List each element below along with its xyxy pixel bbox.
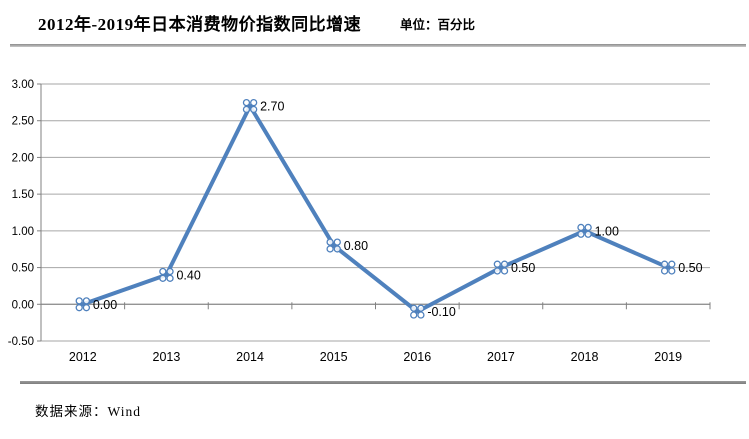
unit-label: 单位：百分比 — [400, 18, 476, 32]
x-tick-label: 2012 — [69, 350, 97, 364]
data-point-marker — [75, 297, 91, 312]
marker-circle — [75, 297, 83, 305]
marker-circle — [333, 245, 341, 253]
y-tick-label: 2.50 — [12, 116, 34, 128]
x-axis — [40, 302, 711, 310]
chart-header: 2012年-2019年日本消费物价指数同比增速 单位：百分比 — [0, 0, 749, 46]
data-point-markers — [75, 98, 676, 319]
x-axis-labels: 2012 2013 2014 2015 2016 2017 2018 2019 — [69, 350, 682, 364]
marker-circle — [75, 304, 83, 312]
marker-circle — [82, 297, 91, 305]
marker-circle — [417, 311, 425, 319]
data-line — [80, 104, 671, 314]
marker-circle — [417, 304, 425, 312]
marker-circle — [584, 230, 592, 238]
marker-circle — [159, 267, 167, 276]
x-tick-label: 2016 — [403, 350, 431, 364]
marker-circle — [242, 98, 251, 107]
marker-circle — [584, 223, 592, 232]
footer-divider-line — [20, 381, 746, 384]
marker-circle — [577, 223, 585, 232]
x-tick-label: 2014 — [236, 350, 264, 364]
marker-circle — [500, 267, 509, 275]
x-tick-label: 2015 — [320, 350, 348, 364]
data-labels: 0.00 0.40 2.70 0.80 -0.10 0.50 1.00 0.50 — [93, 100, 703, 320]
marker-circle — [250, 105, 258, 114]
data-point-marker — [660, 260, 676, 275]
data-point-marker — [410, 304, 425, 319]
x-tick-label: 2013 — [153, 350, 181, 364]
marker-circle — [242, 105, 251, 114]
marker-circle — [166, 267, 174, 276]
data-point-marker — [493, 260, 509, 275]
header-divider-line — [10, 44, 746, 47]
x-tick-label: 2019 — [654, 350, 682, 364]
chart-area: 3.00 2.50 2.00 1.50 1.00 0.50 0.00 -0.50 2012 201… — [0, 60, 749, 380]
gridlines — [37, 83, 710, 342]
marker-circle — [668, 260, 676, 268]
y-tick-label: 1.00 — [12, 226, 34, 238]
data-point-marker — [326, 238, 341, 253]
marker-circle — [660, 267, 669, 275]
y-tick-label: 1.50 — [12, 189, 34, 201]
marker-circle — [82, 304, 91, 312]
chart-title: 2012年-2019年日本消费物价指数同比增速 — [38, 15, 362, 34]
y-tick-label: 0.00 — [12, 299, 34, 311]
marker-circle — [410, 304, 418, 312]
data-point-marker — [242, 98, 258, 114]
data-label: 0.50 — [678, 261, 702, 275]
data-source-label: 数据来源：Wind — [35, 404, 141, 419]
marker-circle — [326, 245, 334, 253]
data-point-marker — [159, 267, 174, 282]
marker-circle — [668, 267, 676, 275]
marker-circle — [493, 267, 501, 275]
data-label: 1.00 — [595, 224, 619, 238]
marker-circle — [660, 260, 669, 268]
data-label: 0.50 — [511, 261, 535, 275]
data-label: 0.80 — [344, 239, 368, 253]
y-tick-label: 0.50 — [12, 263, 34, 275]
marker-circle — [577, 230, 585, 238]
data-label: 0.00 — [93, 298, 117, 312]
marker-circle — [410, 311, 418, 319]
data-label: 0.40 — [176, 268, 200, 282]
data-label: 2.70 — [260, 100, 284, 114]
data-label: -0.10 — [427, 305, 456, 319]
marker-circle — [333, 238, 341, 246]
marker-circle — [326, 238, 334, 246]
y-axis-labels: 3.00 2.50 2.00 1.50 1.00 0.50 0.00 -0.50 — [8, 79, 34, 348]
marker-circle — [493, 260, 501, 268]
y-tick-label: 3.00 — [12, 79, 34, 91]
marker-circle — [500, 260, 509, 268]
y-tick-label: 2.00 — [12, 152, 34, 164]
data-point-marker — [577, 223, 592, 238]
x-tick-label: 2018 — [571, 350, 599, 364]
marker-circle — [250, 98, 258, 107]
x-tick-label: 2017 — [487, 350, 515, 364]
marker-circle — [159, 274, 167, 282]
y-tick-label: -0.50 — [8, 336, 34, 348]
marker-circle — [166, 274, 174, 282]
